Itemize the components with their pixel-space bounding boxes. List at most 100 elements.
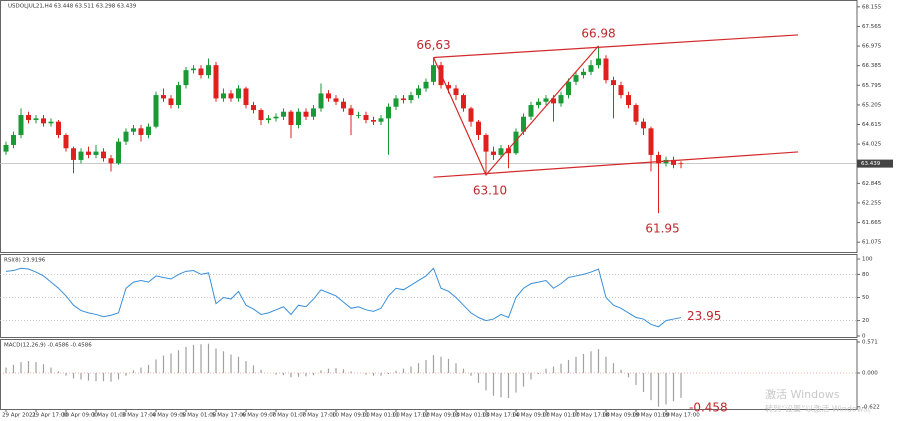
candle-body: [543, 98, 549, 102]
y-tick-label: 100: [862, 257, 873, 263]
candle-body: [401, 98, 406, 101]
candle-body: [378, 118, 384, 122]
macd-panel-frame: [0, 339, 858, 410]
candle-body: [318, 93, 324, 109]
candle-body: [131, 128, 136, 132]
y-tick-label: 0.000: [862, 371, 878, 377]
y-tick-label: 67.565: [862, 24, 882, 30]
candle-body: [296, 111, 301, 126]
candle-body: [191, 68, 196, 71]
annotation: 66,63: [416, 38, 450, 52]
candle-body: [18, 115, 24, 135]
candle-body: [536, 101, 541, 106]
annotation: 63.10: [473, 183, 507, 197]
price-panel-frame: [0, 0, 858, 253]
candle-body: [498, 148, 504, 155]
current-price-label: 63.439: [861, 161, 881, 167]
candle-body: [341, 101, 346, 109]
candle-body: [423, 81, 429, 89]
candle-body: [393, 98, 399, 107]
x-tick-label: 10 May 09:00: [332, 413, 370, 419]
candle-body: [108, 158, 114, 164]
candle-body: [176, 85, 181, 106]
candle-body: [228, 93, 234, 99]
candle-body: [101, 151, 106, 159]
trend-line: [432, 45, 599, 176]
candle-body: [453, 88, 459, 96]
candle-body: [648, 128, 654, 155]
y-tick-label: 80: [862, 272, 869, 278]
y-tick-label: 64.615: [862, 122, 882, 128]
candle-body: [116, 141, 121, 164]
candle-body: [86, 151, 91, 155]
x-tick-label: 14 May 09:00: [512, 413, 550, 419]
x-tick-label: 7 May 01:00: [272, 413, 307, 419]
candle-body: [573, 75, 579, 82]
x-tick-label: 12 May 09:00: [422, 413, 460, 419]
x-tick-label: 13 May 01:00: [452, 413, 490, 419]
candle-body: [483, 134, 489, 152]
candle-body: [446, 85, 451, 89]
candle-body: [386, 106, 391, 119]
y-tick-label: 68.155: [862, 4, 882, 10]
candle-body: [273, 116, 279, 119]
candle-body: [566, 81, 571, 96]
candle-body: [356, 115, 361, 116]
candle-body: [558, 95, 564, 104]
x-tick-label: 18 May 09:00: [602, 413, 640, 419]
y-tick-label: 66.385: [862, 63, 882, 69]
y-tick-label: 65.205: [862, 102, 882, 108]
candle-body: [551, 98, 556, 104]
candle-body: [468, 108, 474, 122]
y-tick-label: 20: [862, 318, 869, 324]
x-tick-label: 13 May 17:00: [482, 413, 520, 419]
x-tick-label: 11 May 01:00: [362, 413, 400, 419]
x-tick-label: 7 May 17:00: [302, 413, 337, 419]
candle-body: [56, 121, 61, 135]
candle-body: [41, 118, 46, 124]
y-tick-label: 66.975: [862, 44, 882, 50]
candle-body: [161, 95, 166, 99]
candle-body: [641, 121, 646, 129]
candle-body: [476, 121, 481, 135]
candle-body: [221, 93, 226, 99]
candle-body: [506, 148, 511, 154]
x-tick-label: 30 Apr 09:00: [62, 413, 98, 419]
candle-body: [618, 85, 624, 96]
candle-body: [3, 144, 9, 152]
x-tick-label: 5 May 01:00: [182, 413, 217, 419]
candle-body: [11, 134, 16, 145]
candle-body: [596, 58, 601, 66]
candle-body: [48, 121, 54, 124]
x-tick-label: 17 May 17:00: [572, 413, 610, 419]
trend-line: [433, 151, 799, 178]
candle-body: [678, 163, 684, 165]
macd-title: MACD(12,26,9) -0.4586 -0.4586: [4, 343, 92, 349]
candle-body: [333, 98, 339, 102]
candle-body: [491, 151, 496, 155]
candle-body: [198, 68, 204, 76]
x-tick-label: 5 May 17:00: [212, 413, 247, 419]
candle-body: [78, 151, 84, 160]
candle-body: [371, 120, 376, 122]
y-tick-label: 0: [862, 334, 866, 340]
candle-body: [603, 58, 609, 81]
candle-body: [138, 128, 144, 135]
candle-body: [461, 95, 466, 109]
candle-body: [581, 71, 586, 76]
candle-body: [611, 80, 616, 86]
candle-body: [236, 88, 241, 99]
candle-body: [513, 131, 519, 154]
candle-body: [671, 159, 676, 165]
candle-body: [431, 65, 436, 82]
candle-body: [183, 70, 189, 86]
candle-body: [288, 111, 294, 126]
annotation: 61.95: [645, 222, 679, 236]
annotation: 23.95: [687, 309, 721, 323]
y-tick-label: 62.845: [862, 181, 882, 187]
candle-body: [633, 105, 639, 122]
x-tick-label: 3 May 17:00: [122, 413, 157, 419]
x-tick-label: 3 May 01:00: [92, 413, 127, 419]
x-tick-label: 19 May 17:00: [662, 413, 700, 419]
